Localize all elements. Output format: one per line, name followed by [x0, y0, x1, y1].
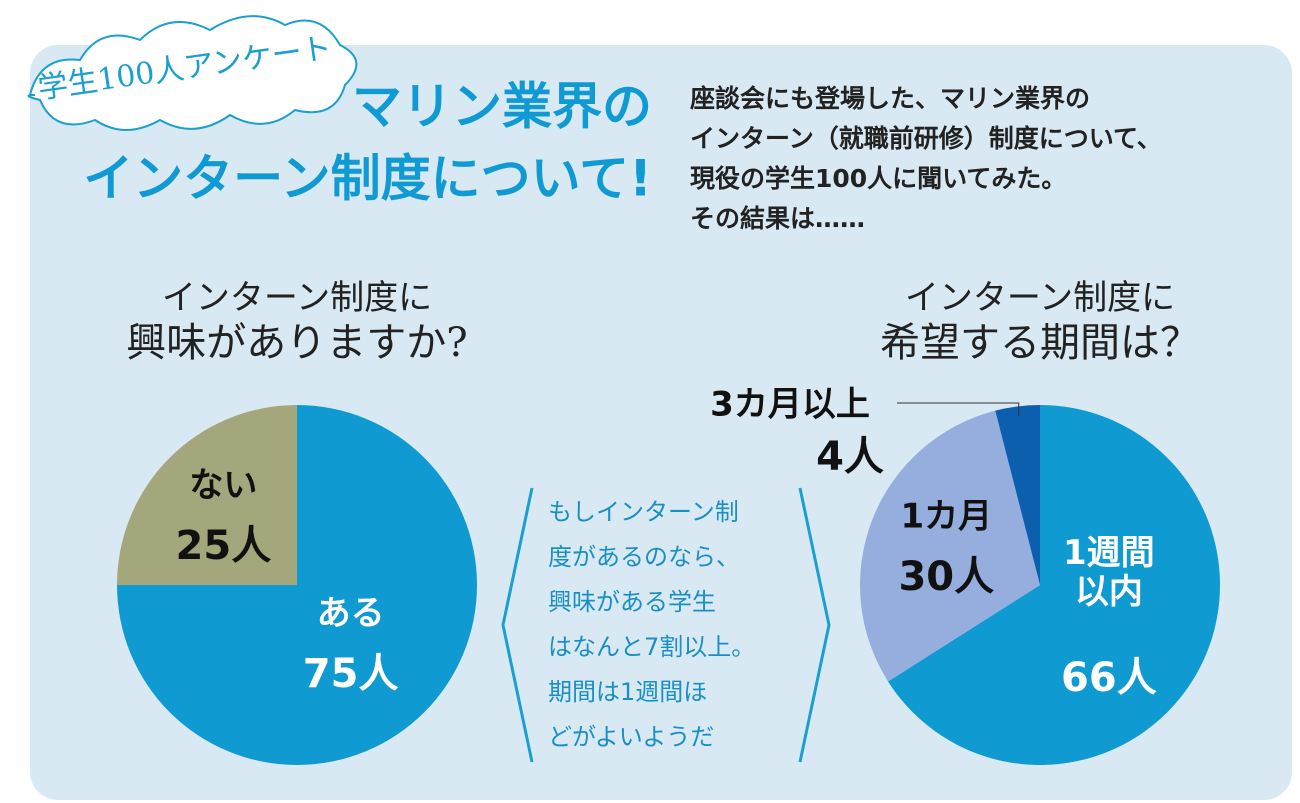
note-line: 興味がある学生 — [548, 588, 716, 616]
pie-slice — [860, 410, 1040, 682]
value-label: 4人 — [816, 434, 884, 480]
value-label: 30人 — [898, 553, 995, 600]
pie-slice — [117, 405, 297, 585]
value-label: 25人 — [175, 523, 272, 570]
badge-cloud — [27, 15, 358, 131]
pie-slice — [995, 405, 1040, 585]
slice-label: ある — [316, 593, 385, 634]
note-line: 度があるのなら、 — [548, 543, 740, 571]
description-line: その結果は…… — [690, 204, 865, 233]
note-brackets — [501, 487, 831, 763]
chart-title: インターン制度に — [905, 278, 1175, 318]
description-line: 現役の学生100人に聞いてみた。 — [690, 164, 1066, 193]
chart-title: 希望する期間は？ — [880, 320, 1200, 366]
description-line: インターン（就職前研修）制度について、 — [690, 124, 1162, 153]
slice-label: 1週間以内 — [1063, 533, 1155, 613]
description-line: 座談会にも登場した、マリン業界の — [690, 84, 1090, 113]
note-line: どがよいようだ — [548, 723, 714, 751]
chart-title: インターン制度に — [162, 278, 432, 318]
leader-line — [897, 402, 1020, 417]
note-line: 期間は1週間ほ — [548, 678, 707, 706]
slice-label: 3カ月以上 — [710, 384, 870, 425]
title-line: マリン業界の — [352, 78, 652, 136]
note-line: はなんと7割以上。 — [548, 633, 755, 661]
note-line: もしインターン制 — [548, 498, 739, 526]
slice-label: ない — [189, 465, 258, 506]
value-label: 75人 — [302, 650, 399, 697]
title-line: インターン制度について! — [83, 150, 652, 208]
pie-slice — [888, 405, 1220, 765]
slice-label: 1カ月 — [900, 496, 993, 537]
value-label: 66人 — [1061, 655, 1157, 702]
chart-title: 興味がありますか? — [126, 320, 467, 366]
